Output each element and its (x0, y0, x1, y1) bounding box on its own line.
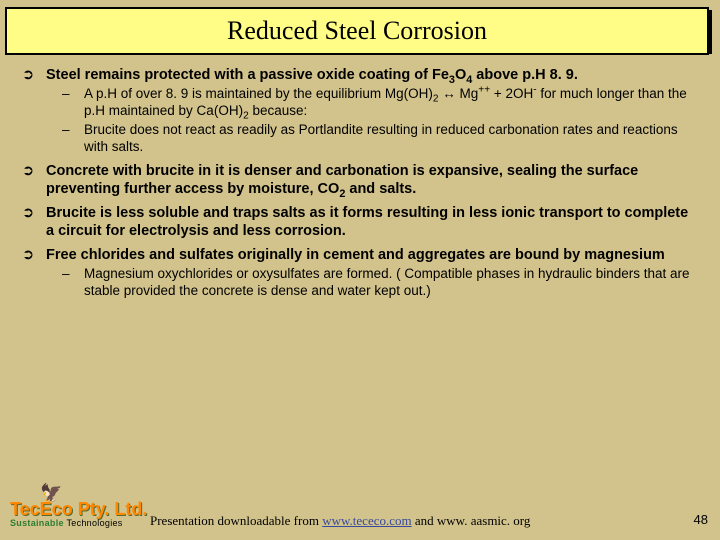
bullet-1-sub-1: A p.H of over 8. 9 is maintained by the … (62, 86, 698, 120)
bullet-1: Steel remains protected with a passive o… (22, 66, 698, 84)
page-number: 48 (694, 512, 708, 527)
bullet-4: Free chlorides and sulfates originally i… (22, 246, 698, 264)
content-area: Steel remains protected with a passive o… (22, 60, 698, 302)
bullet-3: Brucite is less soluble and traps salts … (22, 204, 698, 240)
download-suffix: and www. aasmic. org (412, 513, 531, 528)
footer: 🦅 TecEco Pty. Ltd. Sustainable Technolog… (0, 484, 720, 532)
bullet-2: Concrete with brucite in it is denser an… (22, 162, 698, 198)
download-line: Presentation downloadable from www.tecec… (150, 513, 530, 529)
tagline-word-2: Technologies (64, 518, 123, 528)
slide-title: Reduced Steel Corrosion (227, 16, 487, 46)
bullet-4-sub-1: Magnesium oxychlorides or oxysulfates ar… (62, 266, 698, 300)
slide: Reduced Steel Corrosion Steel remains pr… (0, 0, 720, 540)
logo-block: TecEco Pty. Ltd. Sustainable Technologie… (10, 499, 147, 528)
download-link[interactable]: www.tececo.com (322, 513, 411, 528)
title-box: Reduced Steel Corrosion (5, 7, 709, 55)
tagline-word-1: Sustainable (10, 518, 64, 528)
download-prefix: Presentation downloadable from (150, 513, 322, 528)
bullet-1-sub-2: Brucite does not react as readily as Por… (62, 122, 698, 156)
brand-name: TecEco Pty. Ltd. (10, 499, 147, 520)
